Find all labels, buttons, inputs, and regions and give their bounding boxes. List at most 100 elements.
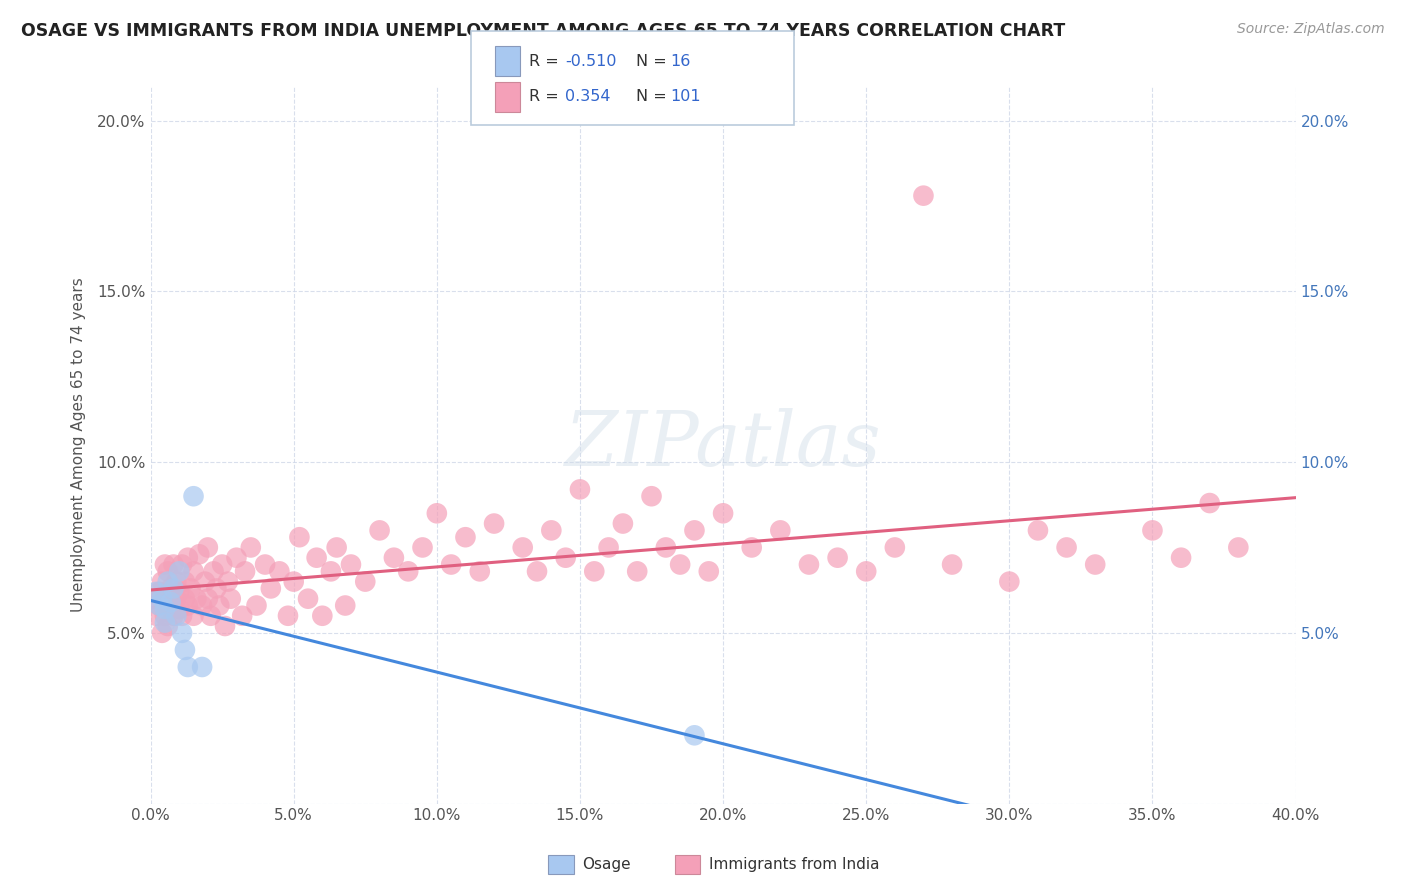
Point (440, 558, 463, 572)
Point (683, 524, 706, 538)
Point (883, 541, 905, 555)
Point (612, 516, 634, 531)
Point (454, 530, 477, 544)
Text: R =: R = (529, 54, 564, 69)
Point (156, 565, 179, 579)
Point (1227, 541, 1250, 555)
Point (912, 188, 935, 202)
Point (827, 550, 849, 565)
Point (150, 625, 173, 640)
Point (159, 599, 181, 613)
Point (288, 530, 311, 544)
Point (319, 565, 342, 579)
Point (219, 591, 242, 606)
Point (165, 591, 187, 606)
Point (769, 524, 792, 538)
Point (167, 602, 190, 616)
Point (554, 550, 576, 565)
Point (283, 574, 305, 589)
Point (1198, 496, 1220, 510)
Point (1026, 524, 1049, 538)
Point (233, 565, 256, 579)
Point (277, 608, 299, 623)
Text: ZIPatlas: ZIPatlas (565, 408, 882, 482)
Point (202, 565, 225, 579)
Point (254, 558, 277, 572)
Point (311, 608, 333, 623)
Point (998, 574, 1021, 589)
Point (197, 541, 219, 555)
Point (297, 591, 319, 606)
Point (669, 558, 692, 572)
Point (340, 558, 363, 572)
Point (269, 565, 291, 579)
Point (260, 582, 283, 596)
Point (177, 660, 200, 674)
Point (186, 591, 208, 606)
Text: Osage: Osage (582, 857, 631, 871)
Point (162, 558, 184, 572)
Text: N =: N = (636, 54, 672, 69)
Point (741, 541, 763, 555)
Point (368, 524, 391, 538)
Point (797, 558, 820, 572)
Point (683, 728, 706, 742)
Point (170, 558, 193, 572)
Point (396, 565, 419, 579)
Point (174, 643, 197, 657)
Point (165, 574, 187, 589)
Point (655, 541, 678, 555)
Point (245, 599, 267, 613)
Point (153, 608, 176, 623)
Point (697, 565, 720, 579)
Point (183, 489, 205, 503)
Point (941, 558, 963, 572)
Point (153, 615, 176, 630)
Point (640, 489, 662, 503)
Text: OSAGE VS IMMIGRANTS FROM INDIA UNEMPLOYMENT AMONG AGES 65 TO 74 YEARS CORRELATIO: OSAGE VS IMMIGRANTS FROM INDIA UNEMPLOYM… (21, 22, 1066, 40)
Point (526, 565, 548, 579)
Point (194, 574, 217, 589)
Point (148, 599, 170, 613)
Point (148, 585, 170, 599)
Point (354, 574, 377, 589)
Point (153, 558, 176, 572)
Point (626, 565, 648, 579)
Point (1170, 550, 1192, 565)
Point (598, 541, 620, 555)
Point (426, 506, 449, 520)
Point (145, 608, 167, 623)
Point (170, 625, 193, 640)
Text: R =: R = (529, 89, 564, 104)
Point (217, 574, 239, 589)
Point (208, 599, 231, 613)
Point (153, 591, 176, 606)
Text: 0.354: 0.354 (565, 89, 610, 104)
Text: N =: N = (636, 89, 672, 104)
Point (167, 565, 190, 579)
Point (191, 599, 214, 613)
Point (148, 599, 170, 613)
Point (540, 524, 562, 538)
Point (170, 608, 193, 623)
Point (150, 591, 173, 606)
Text: -0.510: -0.510 (565, 54, 617, 69)
Point (231, 608, 253, 623)
Point (159, 595, 181, 609)
Point (174, 591, 197, 606)
Point (167, 585, 190, 599)
Point (156, 619, 179, 633)
Point (200, 608, 222, 623)
Point (412, 541, 434, 555)
Point (165, 608, 187, 623)
Point (583, 565, 606, 579)
Text: Source: ZipAtlas.com: Source: ZipAtlas.com (1237, 22, 1385, 37)
Point (1084, 558, 1107, 572)
Point (183, 608, 205, 623)
Point (1056, 541, 1078, 555)
Point (305, 550, 328, 565)
Point (855, 565, 877, 579)
Point (145, 585, 167, 599)
Point (174, 574, 197, 589)
Point (468, 565, 491, 579)
